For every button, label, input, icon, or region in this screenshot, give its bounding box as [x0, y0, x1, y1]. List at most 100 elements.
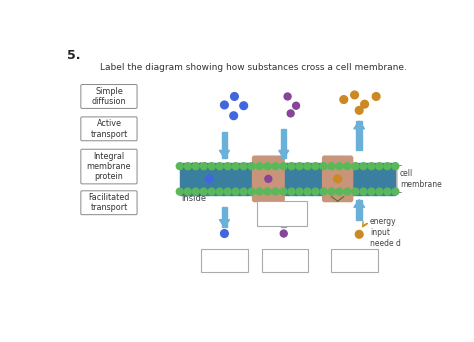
- Circle shape: [272, 188, 279, 195]
- Circle shape: [272, 163, 279, 170]
- Circle shape: [287, 110, 294, 117]
- Circle shape: [240, 163, 247, 170]
- Bar: [281, 207, 286, 227]
- Circle shape: [392, 163, 399, 170]
- Text: inside: inside: [182, 194, 207, 203]
- Circle shape: [220, 101, 228, 109]
- Circle shape: [368, 163, 375, 170]
- Bar: [281, 129, 286, 158]
- Text: Facilitated
transport: Facilitated transport: [88, 193, 129, 212]
- Circle shape: [336, 163, 343, 170]
- Circle shape: [312, 163, 319, 170]
- Circle shape: [205, 175, 213, 183]
- Circle shape: [240, 102, 247, 109]
- Circle shape: [356, 106, 363, 114]
- Circle shape: [256, 163, 263, 170]
- Circle shape: [360, 188, 367, 195]
- Text: cell
membrane: cell membrane: [400, 169, 442, 188]
- Circle shape: [288, 163, 295, 170]
- Circle shape: [361, 100, 368, 108]
- Text: outside: outside: [182, 162, 212, 171]
- Bar: [356, 121, 362, 150]
- Text: 5.: 5.: [66, 49, 80, 62]
- Circle shape: [201, 188, 207, 195]
- Circle shape: [352, 188, 359, 195]
- Circle shape: [280, 230, 287, 237]
- Circle shape: [340, 96, 347, 103]
- FancyBboxPatch shape: [81, 191, 137, 215]
- Text: energy
input
neede d: energy input neede d: [370, 216, 401, 248]
- Circle shape: [280, 188, 287, 195]
- FancyBboxPatch shape: [81, 149, 137, 184]
- Circle shape: [296, 188, 303, 195]
- Circle shape: [328, 163, 335, 170]
- Circle shape: [216, 188, 223, 195]
- Circle shape: [216, 163, 223, 170]
- Circle shape: [264, 188, 271, 195]
- Circle shape: [184, 163, 191, 170]
- Circle shape: [288, 188, 295, 195]
- Bar: [180, 163, 395, 195]
- Circle shape: [296, 163, 303, 170]
- Polygon shape: [219, 220, 229, 227]
- Circle shape: [352, 163, 359, 170]
- Circle shape: [232, 163, 239, 170]
- Text: Simple
diffusion: Simple diffusion: [91, 87, 126, 106]
- Circle shape: [376, 163, 383, 170]
- Circle shape: [208, 188, 215, 195]
- Circle shape: [384, 163, 391, 170]
- Circle shape: [208, 163, 215, 170]
- Polygon shape: [219, 150, 229, 158]
- Circle shape: [201, 163, 207, 170]
- Bar: [222, 207, 227, 227]
- Circle shape: [392, 188, 399, 195]
- Text: Active
transport: Active transport: [91, 119, 128, 139]
- Text: Integral
membrane
protein: Integral membrane protein: [87, 152, 131, 182]
- Circle shape: [224, 163, 231, 170]
- Circle shape: [264, 163, 271, 170]
- Circle shape: [284, 93, 291, 100]
- Circle shape: [248, 163, 255, 170]
- FancyBboxPatch shape: [81, 117, 137, 141]
- Circle shape: [292, 102, 300, 109]
- Polygon shape: [279, 220, 289, 227]
- Circle shape: [344, 163, 351, 170]
- Circle shape: [312, 188, 319, 195]
- Circle shape: [176, 188, 183, 195]
- Circle shape: [328, 188, 335, 195]
- Circle shape: [232, 188, 239, 195]
- Circle shape: [384, 188, 391, 195]
- FancyBboxPatch shape: [81, 84, 137, 108]
- Bar: [257, 201, 307, 226]
- Circle shape: [248, 188, 255, 195]
- Circle shape: [280, 163, 287, 170]
- Polygon shape: [354, 200, 365, 207]
- Polygon shape: [279, 150, 289, 158]
- Bar: [356, 200, 362, 220]
- Polygon shape: [354, 121, 365, 129]
- Circle shape: [220, 230, 228, 237]
- Bar: [262, 249, 309, 272]
- Circle shape: [320, 188, 327, 195]
- Bar: [331, 249, 378, 272]
- Text: Label the diagram showing how substances cross a cell membrane.: Label the diagram showing how substances…: [100, 63, 407, 71]
- Bar: [222, 132, 227, 158]
- Circle shape: [304, 163, 311, 170]
- Circle shape: [372, 93, 380, 100]
- Circle shape: [360, 163, 367, 170]
- Circle shape: [320, 163, 327, 170]
- Circle shape: [265, 175, 272, 182]
- Circle shape: [192, 188, 199, 195]
- FancyBboxPatch shape: [323, 156, 353, 201]
- Bar: [201, 249, 247, 272]
- Circle shape: [231, 93, 238, 100]
- Circle shape: [336, 188, 343, 195]
- Circle shape: [224, 188, 231, 195]
- Circle shape: [240, 188, 247, 195]
- Circle shape: [376, 188, 383, 195]
- Circle shape: [368, 188, 375, 195]
- Circle shape: [230, 112, 237, 120]
- FancyBboxPatch shape: [253, 156, 284, 201]
- Circle shape: [304, 188, 311, 195]
- Circle shape: [334, 175, 341, 183]
